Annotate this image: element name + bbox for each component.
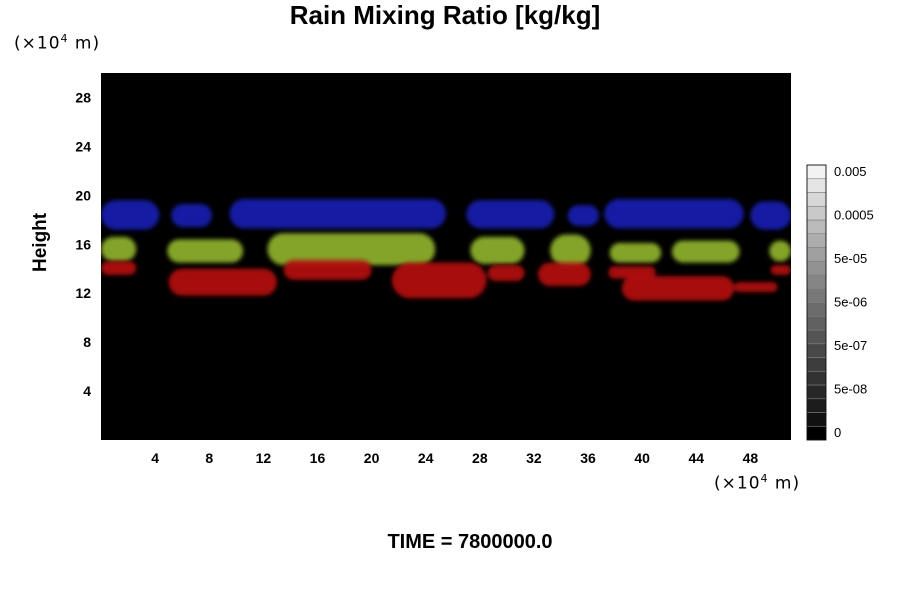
colorbar-swatch (806, 357, 827, 372)
x-tick-label: 40 (634, 450, 650, 466)
y-tick-label: 28 (75, 89, 91, 105)
layer-2-blob-1 (168, 268, 277, 296)
colorbar-swatch (806, 329, 827, 345)
time-label: TIME = 7800000.0 (387, 531, 553, 553)
colorbar-frame (806, 164, 827, 441)
layer-0-blob-6 (750, 201, 791, 230)
colorbar-swatch (806, 205, 827, 221)
y-ticks: 4 8 12 16 20 24 28 (75, 89, 91, 399)
layer-2-blob-7 (621, 276, 735, 301)
colorbar: 0 5e-08 5e-07 5e-06 5e-05 0.0005 0.005 (806, 164, 874, 441)
colorbar-swatch (806, 219, 827, 235)
x-tick-label: 4 (151, 450, 159, 466)
colorbar-swatch (806, 274, 827, 290)
colorbar-label: 0.005 (834, 164, 867, 179)
layer-2-blob-9 (770, 265, 791, 275)
colorbar-label: 0.0005 (834, 207, 874, 222)
y-axis-label: Height (30, 212, 51, 272)
layer-1-blob-2 (267, 233, 436, 266)
data-layers (101, 199, 791, 301)
colorbar-swatch (806, 398, 827, 413)
colorbar-swatch (806, 384, 827, 400)
y-tick-label: 20 (75, 187, 91, 203)
x-tick-label: 8 (205, 450, 213, 466)
x-tick-label: 44 (689, 450, 705, 466)
layer-0-blob-4 (567, 205, 599, 226)
layer-2-blob-0 (101, 261, 137, 275)
layer-1-blob-4 (550, 234, 591, 267)
layer-1-blob-5 (609, 243, 662, 263)
colorbar-swatch (806, 233, 827, 248)
layer-0-blob-3 (466, 200, 555, 229)
layer-0-blob-5 (604, 199, 744, 229)
colorbar-swatch (806, 315, 827, 331)
y-tick-label: 24 (75, 138, 91, 154)
layer-2-blob-4 (487, 265, 525, 281)
colorbar-swatch (806, 164, 827, 180)
colorbar-swatch (806, 425, 827, 441)
colorbar-swatch (806, 288, 827, 303)
x-tick-label: 36 (580, 450, 596, 466)
layer-2-blob-5 (538, 262, 591, 286)
y-tick-label: 8 (83, 334, 91, 350)
x-tick-label: 16 (310, 450, 326, 466)
layer-2-blob-2 (283, 260, 372, 280)
colorbar-label: 5e-07 (834, 338, 867, 353)
layer-0-blob-1 (171, 203, 212, 228)
layer-1 (101, 233, 791, 267)
colorbar-swatch (806, 343, 827, 358)
colorbar-label: 5e-06 (834, 295, 867, 310)
chart-title: Rain Mixing Ratio [kg/kg] (289, 0, 601, 30)
y-tick-label: 16 (75, 236, 91, 252)
x-tick-label: 12 (256, 450, 272, 466)
y-tick-label: 4 (83, 383, 91, 399)
layer-1-blob-6 (671, 240, 740, 263)
layer-1-blob-1 (167, 239, 244, 263)
x-tick-label: 24 (418, 450, 434, 466)
layer-0 (101, 199, 791, 230)
x-axis-unit: (×104 m) (714, 472, 801, 494)
layer-1-blob-7 (769, 240, 791, 262)
colorbar-swatch (806, 302, 827, 317)
layer-0-blob-2 (229, 199, 446, 229)
y-axis-unit: (×104 m) (14, 32, 101, 54)
colorbar-label: 5e-05 (834, 251, 867, 266)
colorbar-label: 0 (834, 425, 841, 440)
colorbar-swatch (806, 260, 827, 276)
layer-2 (101, 260, 791, 301)
x-tick-label: 20 (364, 450, 380, 466)
layer-2-blob-3 (391, 262, 487, 299)
layer-2-blob-8 (734, 282, 778, 292)
colorbar-swatch (806, 178, 827, 193)
layer-0-blob-0 (101, 200, 160, 230)
layer-1-blob-0 (101, 236, 137, 262)
colorbar-label: 5e-08 (834, 382, 867, 397)
colorbar-swatch (806, 192, 827, 207)
layer-2-blob-6 (608, 266, 656, 279)
x-tick-label: 48 (743, 450, 759, 466)
layer-1-blob-3 (470, 236, 525, 264)
y-tick-label: 12 (75, 285, 91, 301)
x-tick-label: 28 (472, 450, 488, 466)
x-ticks: 4 8 12 16 20 24 28 32 36 40 44 48 (151, 450, 758, 466)
colorbar-swatch (806, 370, 827, 386)
x-tick-label: 32 (526, 450, 542, 466)
colorbar-swatch (806, 412, 827, 427)
colorbar-swatch (806, 247, 827, 262)
